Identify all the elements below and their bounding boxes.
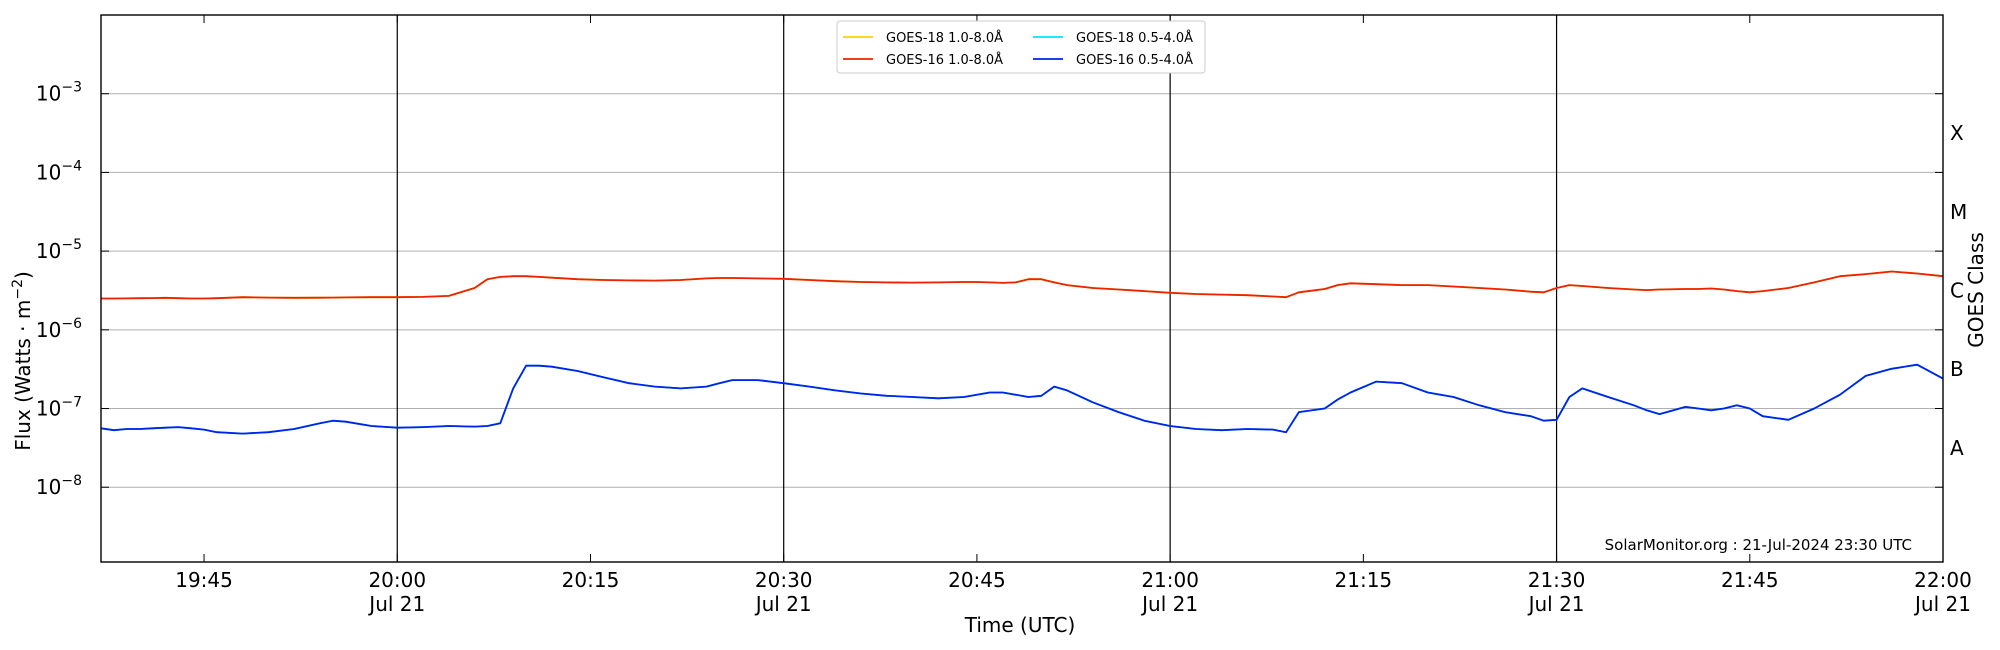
x-tick-label: 21:15 <box>1335 568 1393 592</box>
goes-class-label: M <box>1950 200 1967 224</box>
series-layer <box>100 270 1944 435</box>
x-axis-title: Time (UTC) <box>964 613 1076 637</box>
y-tick-label: 10−4 <box>36 158 82 184</box>
y-tick-label: 10−7 <box>36 395 82 421</box>
x-tick-label: 21:30 <box>1528 568 1586 592</box>
y-tick-label: 10−5 <box>36 237 82 263</box>
y-axis-title-close: ) <box>11 271 35 279</box>
plot-frame <box>100 14 1944 563</box>
x-tick-label: 21:45 <box>1721 568 1779 592</box>
y-tick-label-base: 10 <box>36 82 61 106</box>
legend-box <box>836 20 1206 74</box>
legend-label: GOES-18 1.0-8.0Å <box>886 30 1003 46</box>
y-tick-label: 10−8 <box>36 473 82 499</box>
series-line-4 <box>100 363 1944 435</box>
y-tick-label-base: 10 <box>36 239 61 263</box>
x-tick-label: 20:00 <box>368 568 426 592</box>
goes-class-label: C <box>1950 278 1964 302</box>
y-tick-label-base: 10 <box>36 397 61 421</box>
x-tick-label: 20:30 <box>755 568 813 592</box>
goes-class-label: A <box>1950 436 1964 460</box>
grid-layer <box>101 93 1943 488</box>
credit-text: SolarMonitor.org : 21-Jul-2024 23:30 UTC <box>1605 536 1912 554</box>
plot-frame-layer <box>100 14 1944 563</box>
y-tick-label: 10−6 <box>36 316 82 342</box>
y-tick-label-base: 10 <box>36 318 61 342</box>
x-tick-label: 22:00 <box>1914 568 1972 592</box>
x-tick-date-label: Jul 21 <box>754 592 812 616</box>
x-tick-label: 20:15 <box>562 568 620 592</box>
x-tick-date-label: Jul 21 <box>367 592 425 616</box>
y-axis-title-main: Flux (Watts · m <box>11 300 35 451</box>
legend-label: GOES-16 0.5-4.0Å <box>1076 52 1193 68</box>
legend: GOES-18 1.0-8.0Å GOES-18 0.5-4.0Å GOES-16 … <box>836 20 1206 74</box>
x-tick-date-label: Jul 21 <box>1140 592 1198 616</box>
y-tick-label: 10−3 <box>36 80 82 106</box>
legend-label: GOES-18 0.5-4.0Å <box>1076 30 1193 46</box>
ticks-layer <box>101 15 1944 562</box>
y-tick-label-exponent: −8 <box>61 473 82 489</box>
x-tick-label: 20:45 <box>948 568 1006 592</box>
x-tick-label: 21:00 <box>1141 568 1199 592</box>
goes-class-label: X <box>1950 121 1964 145</box>
y-tick-label-exponent: −4 <box>61 158 82 174</box>
y-axis-title: Flux (Watts · m−2) <box>10 271 35 451</box>
y-tick-label-exponent: −6 <box>61 316 82 332</box>
series-line-2 <box>101 270 1944 300</box>
x-tick-label: 19:45 <box>175 568 233 592</box>
y-tick-label-base: 10 <box>36 475 61 499</box>
x-tick-date-label: Jul 21 <box>1913 592 1971 616</box>
y-tick-label-base: 10 <box>36 160 61 184</box>
y-axis-title-superscript: −2 <box>10 279 26 300</box>
goes-class-axis-title: GOES Class <box>1964 232 1988 348</box>
y-tick-label-exponent: −3 <box>61 80 82 96</box>
x-tick-date-label: Jul 21 <box>1527 592 1585 616</box>
y-tick-label-exponent: −7 <box>61 395 82 411</box>
legend-label: GOES-16 1.0-8.0Å <box>886 52 1003 68</box>
goes-class-label: B <box>1950 357 1964 381</box>
y-tick-label-exponent: −5 <box>61 237 82 253</box>
